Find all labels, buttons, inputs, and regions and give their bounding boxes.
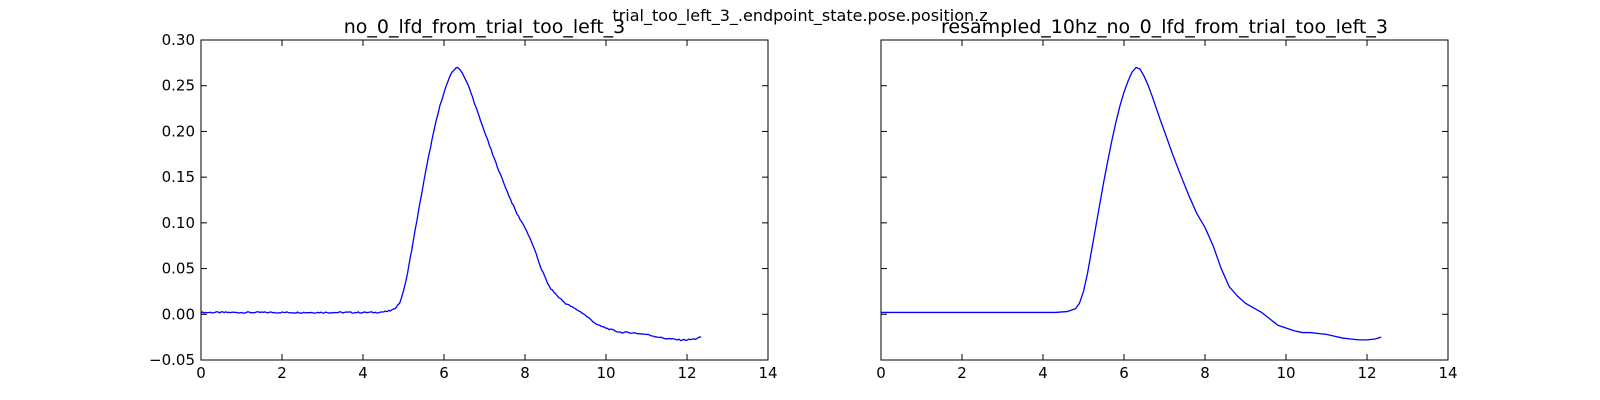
y-tick-label: −0.05	[149, 351, 195, 369]
x-tick-label: 8	[1200, 364, 1210, 382]
x-tick-label: 4	[1038, 364, 1048, 382]
figure-suptitle: trial_too_left_3_.endpoint_state.pose.po…	[612, 6, 987, 26]
x-tick-label: 10	[596, 364, 615, 382]
x-tick-label: 14	[758, 364, 777, 382]
x-tick-label: 12	[677, 364, 696, 382]
y-tick-label: 0.25	[162, 77, 195, 95]
x-tick-label: 2	[277, 364, 287, 382]
x-tick-label: 14	[1438, 364, 1457, 382]
axes-frame	[880, 39, 1449, 361]
x-tick-label: 0	[196, 364, 206, 382]
x-tick-label: 6	[1119, 364, 1129, 382]
y-tick-label: 0.05	[162, 260, 195, 278]
subplot-title: no_0_lfd_from_trial_too_left_3	[344, 16, 626, 38]
x-tick-label: 2	[957, 364, 967, 382]
x-tick-label: 4	[358, 364, 368, 382]
y-tick-label: 0.30	[162, 31, 195, 49]
axes-frame	[200, 39, 769, 361]
x-tick-label: 12	[1357, 364, 1376, 382]
y-tick-label: 0.10	[162, 214, 195, 232]
y-tick-label: 0.15	[162, 168, 195, 186]
subplot-right: resampled_10hz_no_0_lfd_from_trial_too_l…	[876, 16, 1457, 382]
x-tick-label: 8	[520, 364, 530, 382]
series-line	[881, 66, 1382, 341]
subplot-title: resampled_10hz_no_0_lfd_from_trial_too_l…	[941, 16, 1388, 38]
subplot-left: no_0_lfd_from_trial_too_left_3 0 2 4 6 8 10 12 1…	[149, 16, 778, 382]
x-tick-label: 10	[1276, 364, 1295, 382]
y-tick-label: 0.00	[162, 305, 195, 323]
x-tick-label: 0	[876, 364, 886, 382]
series-line	[200, 66, 702, 342]
y-tick-label: 0.20	[162, 122, 195, 140]
x-tick-label: 6	[439, 364, 449, 382]
